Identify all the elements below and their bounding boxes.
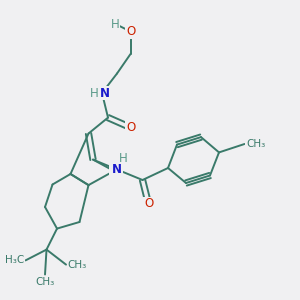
Text: O: O bbox=[126, 121, 135, 134]
Text: O: O bbox=[144, 197, 153, 211]
Text: CH₃: CH₃ bbox=[246, 139, 265, 149]
Text: N: N bbox=[100, 86, 110, 100]
Text: N: N bbox=[112, 163, 122, 176]
Text: CH₃: CH₃ bbox=[68, 260, 87, 270]
Text: H: H bbox=[119, 152, 128, 166]
Text: H: H bbox=[90, 86, 99, 100]
Text: H₃C: H₃C bbox=[5, 255, 24, 266]
Text: H: H bbox=[111, 17, 120, 31]
Text: O: O bbox=[126, 25, 135, 38]
Text: CH₃: CH₃ bbox=[35, 277, 55, 287]
Text: S: S bbox=[110, 164, 118, 178]
